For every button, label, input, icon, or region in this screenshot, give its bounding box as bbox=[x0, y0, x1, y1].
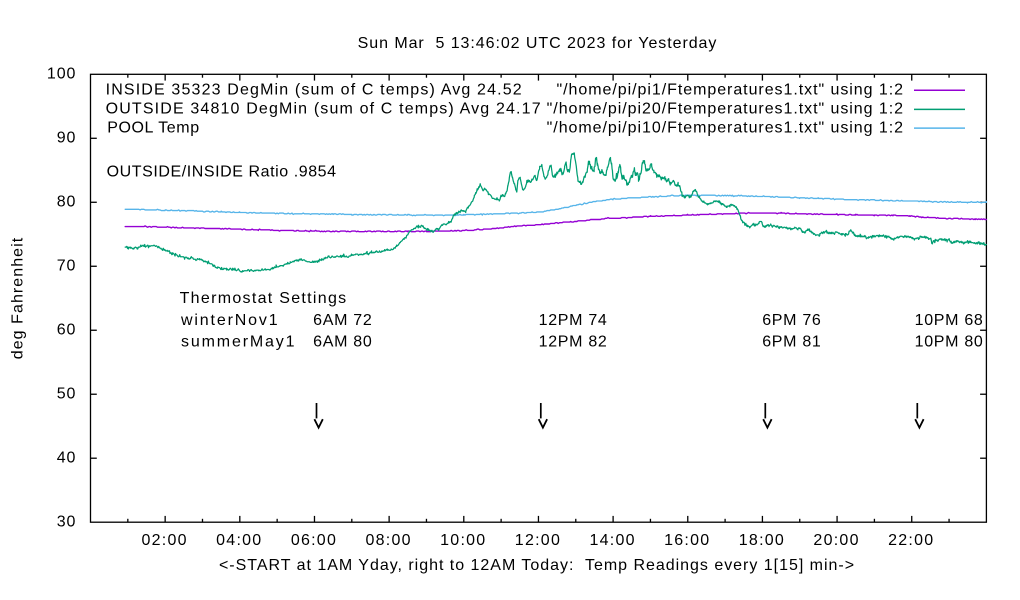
svg-text:60: 60 bbox=[57, 322, 77, 339]
svg-text:04:00: 04:00 bbox=[216, 532, 262, 549]
svg-text:6AM 72: 6AM 72 bbox=[313, 312, 372, 329]
svg-text:10PM 80: 10PM 80 bbox=[915, 333, 984, 350]
svg-text:winterNov1: winterNov1 bbox=[180, 312, 280, 329]
svg-text:POOL Temp: POOL Temp bbox=[107, 119, 200, 136]
svg-text:20:00: 20:00 bbox=[813, 532, 859, 549]
svg-text:22:00: 22:00 bbox=[888, 532, 934, 549]
svg-text:OUTSIDE/INSIDE Ratio .9854: OUTSIDE/INSIDE Ratio .9854 bbox=[107, 164, 337, 181]
svg-text:80: 80 bbox=[57, 194, 77, 211]
svg-text:14:00: 14:00 bbox=[589, 532, 635, 549]
svg-text:deg Fahrenheit: deg Fahrenheit bbox=[10, 237, 27, 359]
svg-text:40: 40 bbox=[57, 450, 77, 467]
svg-text:12PM 74: 12PM 74 bbox=[539, 312, 608, 329]
svg-text:50: 50 bbox=[57, 386, 77, 403]
svg-text:6AM 80: 6AM 80 bbox=[313, 333, 372, 350]
svg-text:"/home/pi/pi1/Ftemperatures1.t: "/home/pi/pi1/Ftemperatures1.txt" using … bbox=[557, 81, 904, 98]
svg-text:"/home/pi/pi20/Ftemperatures1.: "/home/pi/pi20/Ftemperatures1.txt" using… bbox=[547, 101, 904, 118]
svg-text:6PM 76: 6PM 76 bbox=[762, 312, 821, 329]
svg-text:08:00: 08:00 bbox=[365, 532, 411, 549]
svg-text:02:00: 02:00 bbox=[142, 532, 188, 549]
svg-text:6PM 81: 6PM 81 bbox=[762, 333, 821, 350]
svg-text:10PM 68: 10PM 68 bbox=[915, 312, 984, 329]
svg-text:INSIDE 35323 DegMin (sum of C: INSIDE 35323 DegMin (sum of C temps) Avg… bbox=[106, 81, 523, 98]
svg-text:10:00: 10:00 bbox=[440, 532, 486, 549]
svg-text:summerMay1: summerMay1 bbox=[181, 333, 296, 350]
svg-text:<-START at 1AM Yday, right to: <-START at 1AM Yday, right to 12AM Today… bbox=[219, 557, 855, 574]
svg-text:12:00: 12:00 bbox=[515, 532, 561, 549]
svg-text:06:00: 06:00 bbox=[291, 532, 337, 549]
svg-text:90: 90 bbox=[57, 130, 77, 147]
svg-text:OUTSIDE 34810 DegMin (sum of C: OUTSIDE 34810 DegMin (sum of C temps) Av… bbox=[106, 101, 542, 118]
svg-text:30: 30 bbox=[57, 514, 77, 531]
svg-text:"/home/pi/pi10/Ftemperatures1.: "/home/pi/pi10/Ftemperatures1.txt" using… bbox=[547, 119, 904, 136]
svg-text:18:00: 18:00 bbox=[739, 532, 785, 549]
svg-text:Sun Mar 5 13:46:02 UTC 2023 f: Sun Mar 5 13:46:02 UTC 2023 for Yesterda… bbox=[358, 35, 718, 52]
svg-text:16:00: 16:00 bbox=[664, 532, 710, 549]
svg-text:100: 100 bbox=[47, 66, 76, 83]
svg-text:Thermostat Settings: Thermostat Settings bbox=[180, 290, 348, 307]
svg-text:70: 70 bbox=[57, 258, 77, 275]
svg-text:12PM 82: 12PM 82 bbox=[539, 333, 608, 350]
